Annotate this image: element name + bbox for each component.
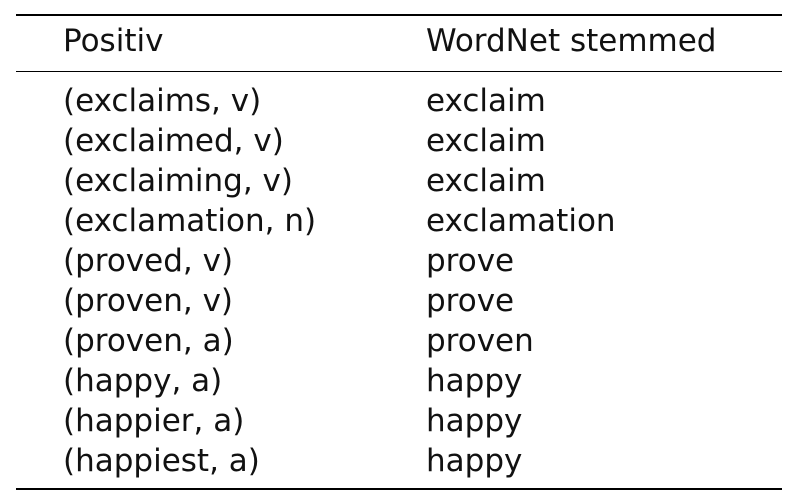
- row-3-positiv: (exclaiming, v): [63, 163, 293, 199]
- row-10-stemmed: happy: [426, 443, 523, 479]
- row-7-positiv: (proven, a): [63, 323, 234, 359]
- row-10-positiv: (happiest, a): [63, 443, 260, 479]
- header-rule: [16, 71, 782, 72]
- row-9-positiv: (happier, a): [63, 403, 245, 439]
- row-2-positiv: (exclaimed, v): [63, 123, 284, 159]
- header-wordnet-stemmed: WordNet stemmed: [426, 23, 717, 59]
- row-4-positiv: (exclamation, n): [63, 203, 317, 239]
- row-5-stemmed: prove: [426, 243, 515, 279]
- row-8-stemmed: happy: [426, 363, 523, 399]
- row-3-stemmed: exclaim: [426, 163, 546, 199]
- row-6-stemmed: prove: [426, 283, 515, 319]
- row-9-stemmed: happy: [426, 403, 523, 439]
- header-positiv: Positiv: [63, 23, 164, 59]
- bottom-rule: [16, 488, 782, 490]
- row-4-stemmed: exclamation: [426, 203, 616, 239]
- top-rule: [16, 14, 782, 16]
- row-7-stemmed: proven: [426, 323, 534, 359]
- row-5-positiv: (proved, v): [63, 243, 234, 279]
- row-1-stemmed: exclaim: [426, 83, 546, 119]
- row-8-positiv: (happy, a): [63, 363, 223, 399]
- row-6-positiv: (proven, v): [63, 283, 234, 319]
- row-2-stemmed: exclaim: [426, 123, 546, 159]
- row-1-positiv: (exclaims, v): [63, 83, 262, 119]
